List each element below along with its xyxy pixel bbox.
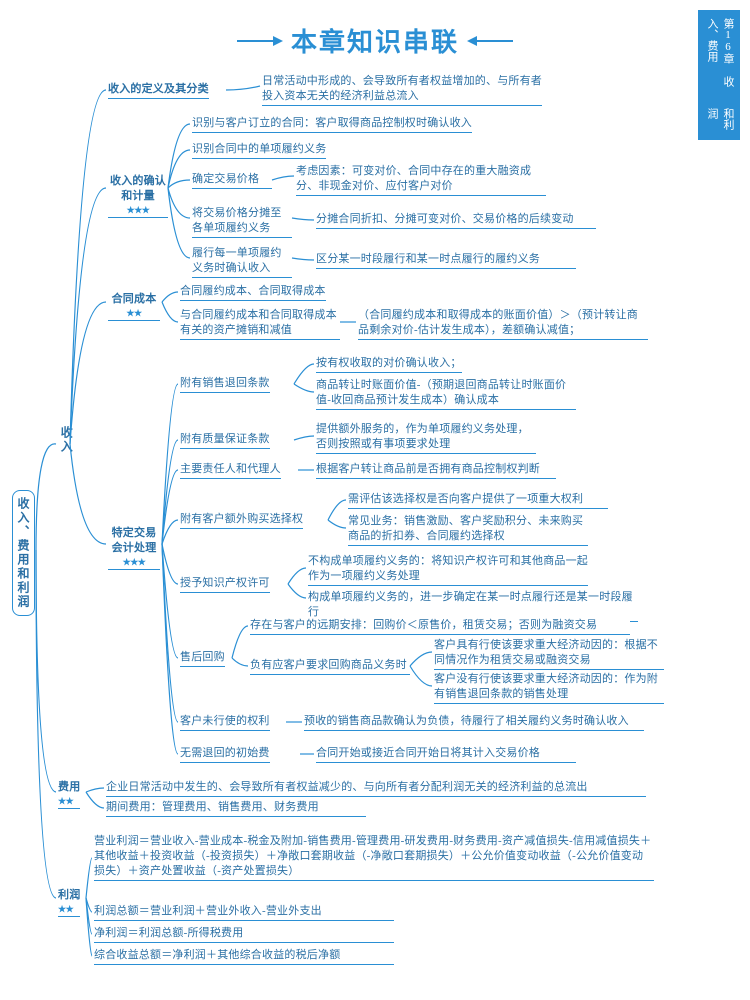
sp-return: 附有销售退回条款	[180, 376, 270, 393]
recog-item-4-d: 区分某一时段履行和某一时点履行的履约义务	[316, 252, 576, 269]
page-header: 本章知识串联	[0, 0, 750, 63]
cost-label: 合同成本 ★★	[108, 292, 160, 321]
sp-repurchase: 售后回购	[180, 650, 225, 667]
sp-warranty-d: 提供额外服务的，作为单项履约义务处理，否则按照或有事项要求处理	[316, 422, 536, 454]
sp-warranty: 附有质量保证条款	[180, 432, 270, 449]
sp-unused-d: 预收的销售商品款确认为负债，待履行了相关履约义务时确认收入	[304, 714, 644, 731]
definition-desc: 日常活动中形成的、会导致所有者权益增加的、与所有者投入资本无关的经济利益总流入	[262, 74, 542, 106]
expense-label: 费用 ★★	[58, 780, 80, 809]
sp-agent-d: 根据客户转让商品前是否拥有商品控制权判断	[316, 462, 556, 479]
revenue-node: 收入	[58, 426, 74, 454]
recog-item-2: 确定交易价格	[192, 172, 272, 189]
sp-ip-d1: 构成单项履约义务的，进一步确定在某一时点履行还是某一时段履行	[308, 590, 638, 622]
cost-item-0: 合同履约成本、合同取得成本	[180, 284, 326, 301]
cost-item-1-d: （合同履约成本和取得成本的账面价值）＞（预计转让商品剩余对价-估计发生成本），差…	[358, 308, 648, 340]
sp-option: 附有客户额外购买选择权	[180, 512, 303, 529]
recognition-label: 收入的确认和计量 ★★★	[108, 174, 168, 218]
sp-repurchase-l1: 客户没有行使该要求重大经济动因的：作为附有销售退回条款的销售处理	[434, 672, 664, 704]
sp-repurchase-l0: 客户具有行使该要求重大经济动因的：根据不同情况作为租赁交易或融资交易	[434, 638, 664, 670]
sp-noreturn: 无需退回的初始费	[180, 746, 270, 763]
profit-3: 综合收益总额＝净利润＋其他综合收益的税后净额	[94, 948, 394, 965]
recog-item-1: 识别合同中的单项履约义务	[192, 142, 326, 159]
recog-item-3-d: 分摊合同折扣、分摊可变对价、交易价格的后续变动	[316, 212, 596, 229]
profit-2: 净利润＝利润总额-所得税费用	[94, 926, 394, 943]
root-node: 收入、费用和利润	[12, 490, 35, 616]
recog-item-2-d: 考虑因素：可变对价、合同中存在的重大融资成分、非现金对价、应付客户对价	[296, 164, 546, 196]
page-title: 本章知识串联	[291, 22, 459, 59]
sp-noreturn-d: 合同开始或接近合同开始日将其计入交易价格	[316, 746, 576, 763]
sp-unused: 客户未行使的权利	[180, 714, 270, 731]
recog-item-0: 识别与客户订立的合同：客户取得商品控制权时确认收入	[192, 116, 472, 133]
sp-repurchase-sub: 负有应客户要求回购商品义务时	[250, 658, 410, 675]
sp-repurchase-head: 存在与客户的远期安排：回购价＜原售价，租赁交易；否则为融资交易	[250, 618, 630, 635]
profit-0: 营业利润＝营业收入-营业成本-税金及附加-销售费用-管理费用-研发费用-财务费用…	[94, 834, 654, 881]
sp-ip: 授予知识产权许可	[180, 576, 270, 593]
sp-option-d0: 需评估该选择权是否向客户提供了一项重大权利	[348, 492, 608, 509]
recog-item-4: 履行每一单项履约义务时确认收入	[192, 246, 292, 278]
special-label: 特定交易会计处理 ★★★	[108, 526, 160, 570]
expense-1: 期间费用：管理费用、销售费用、财务费用	[106, 800, 366, 817]
profit-1: 利润总额＝营业利润＋营业外收入-营业外支出	[94, 904, 394, 921]
sp-ip-d0: 不构成单项履约义务的：将知识产权许可和其他商品一起作为一项履约义务处理	[308, 554, 588, 586]
definition-label: 收入的定义及其分类	[108, 82, 209, 99]
mindmap-content: 收入、费用和利润 收入 收入的定义及其分类 日常活动中形成的、会导致所有者权益增…	[0, 60, 750, 1000]
expense-0: 企业日常活动中发生的、会导致所有者权益减少的、与向所有者分配利润无关的经济利益的…	[106, 780, 646, 797]
sp-agent: 主要责任人和代理人	[180, 462, 281, 479]
profit-label: 利润 ★★	[58, 888, 80, 917]
cost-item-1: 与合同履约成本和合同取得成本有关的资产摊销和减值	[180, 308, 340, 340]
recog-item-3: 将交易价格分摊至各单项履约义务	[192, 206, 292, 238]
sp-option-d1: 常见业务：销售激励、客户奖励积分、未来购买商品的折扣券、合同履约选择权	[348, 514, 588, 546]
sp-return-d0: 按有权收取的对价确认收入；	[316, 356, 462, 373]
sp-return-d1: 商品转让时账面价值-（预期退回商品转让时账面价值-收回商品预计发生成本）确认成本	[316, 378, 576, 410]
